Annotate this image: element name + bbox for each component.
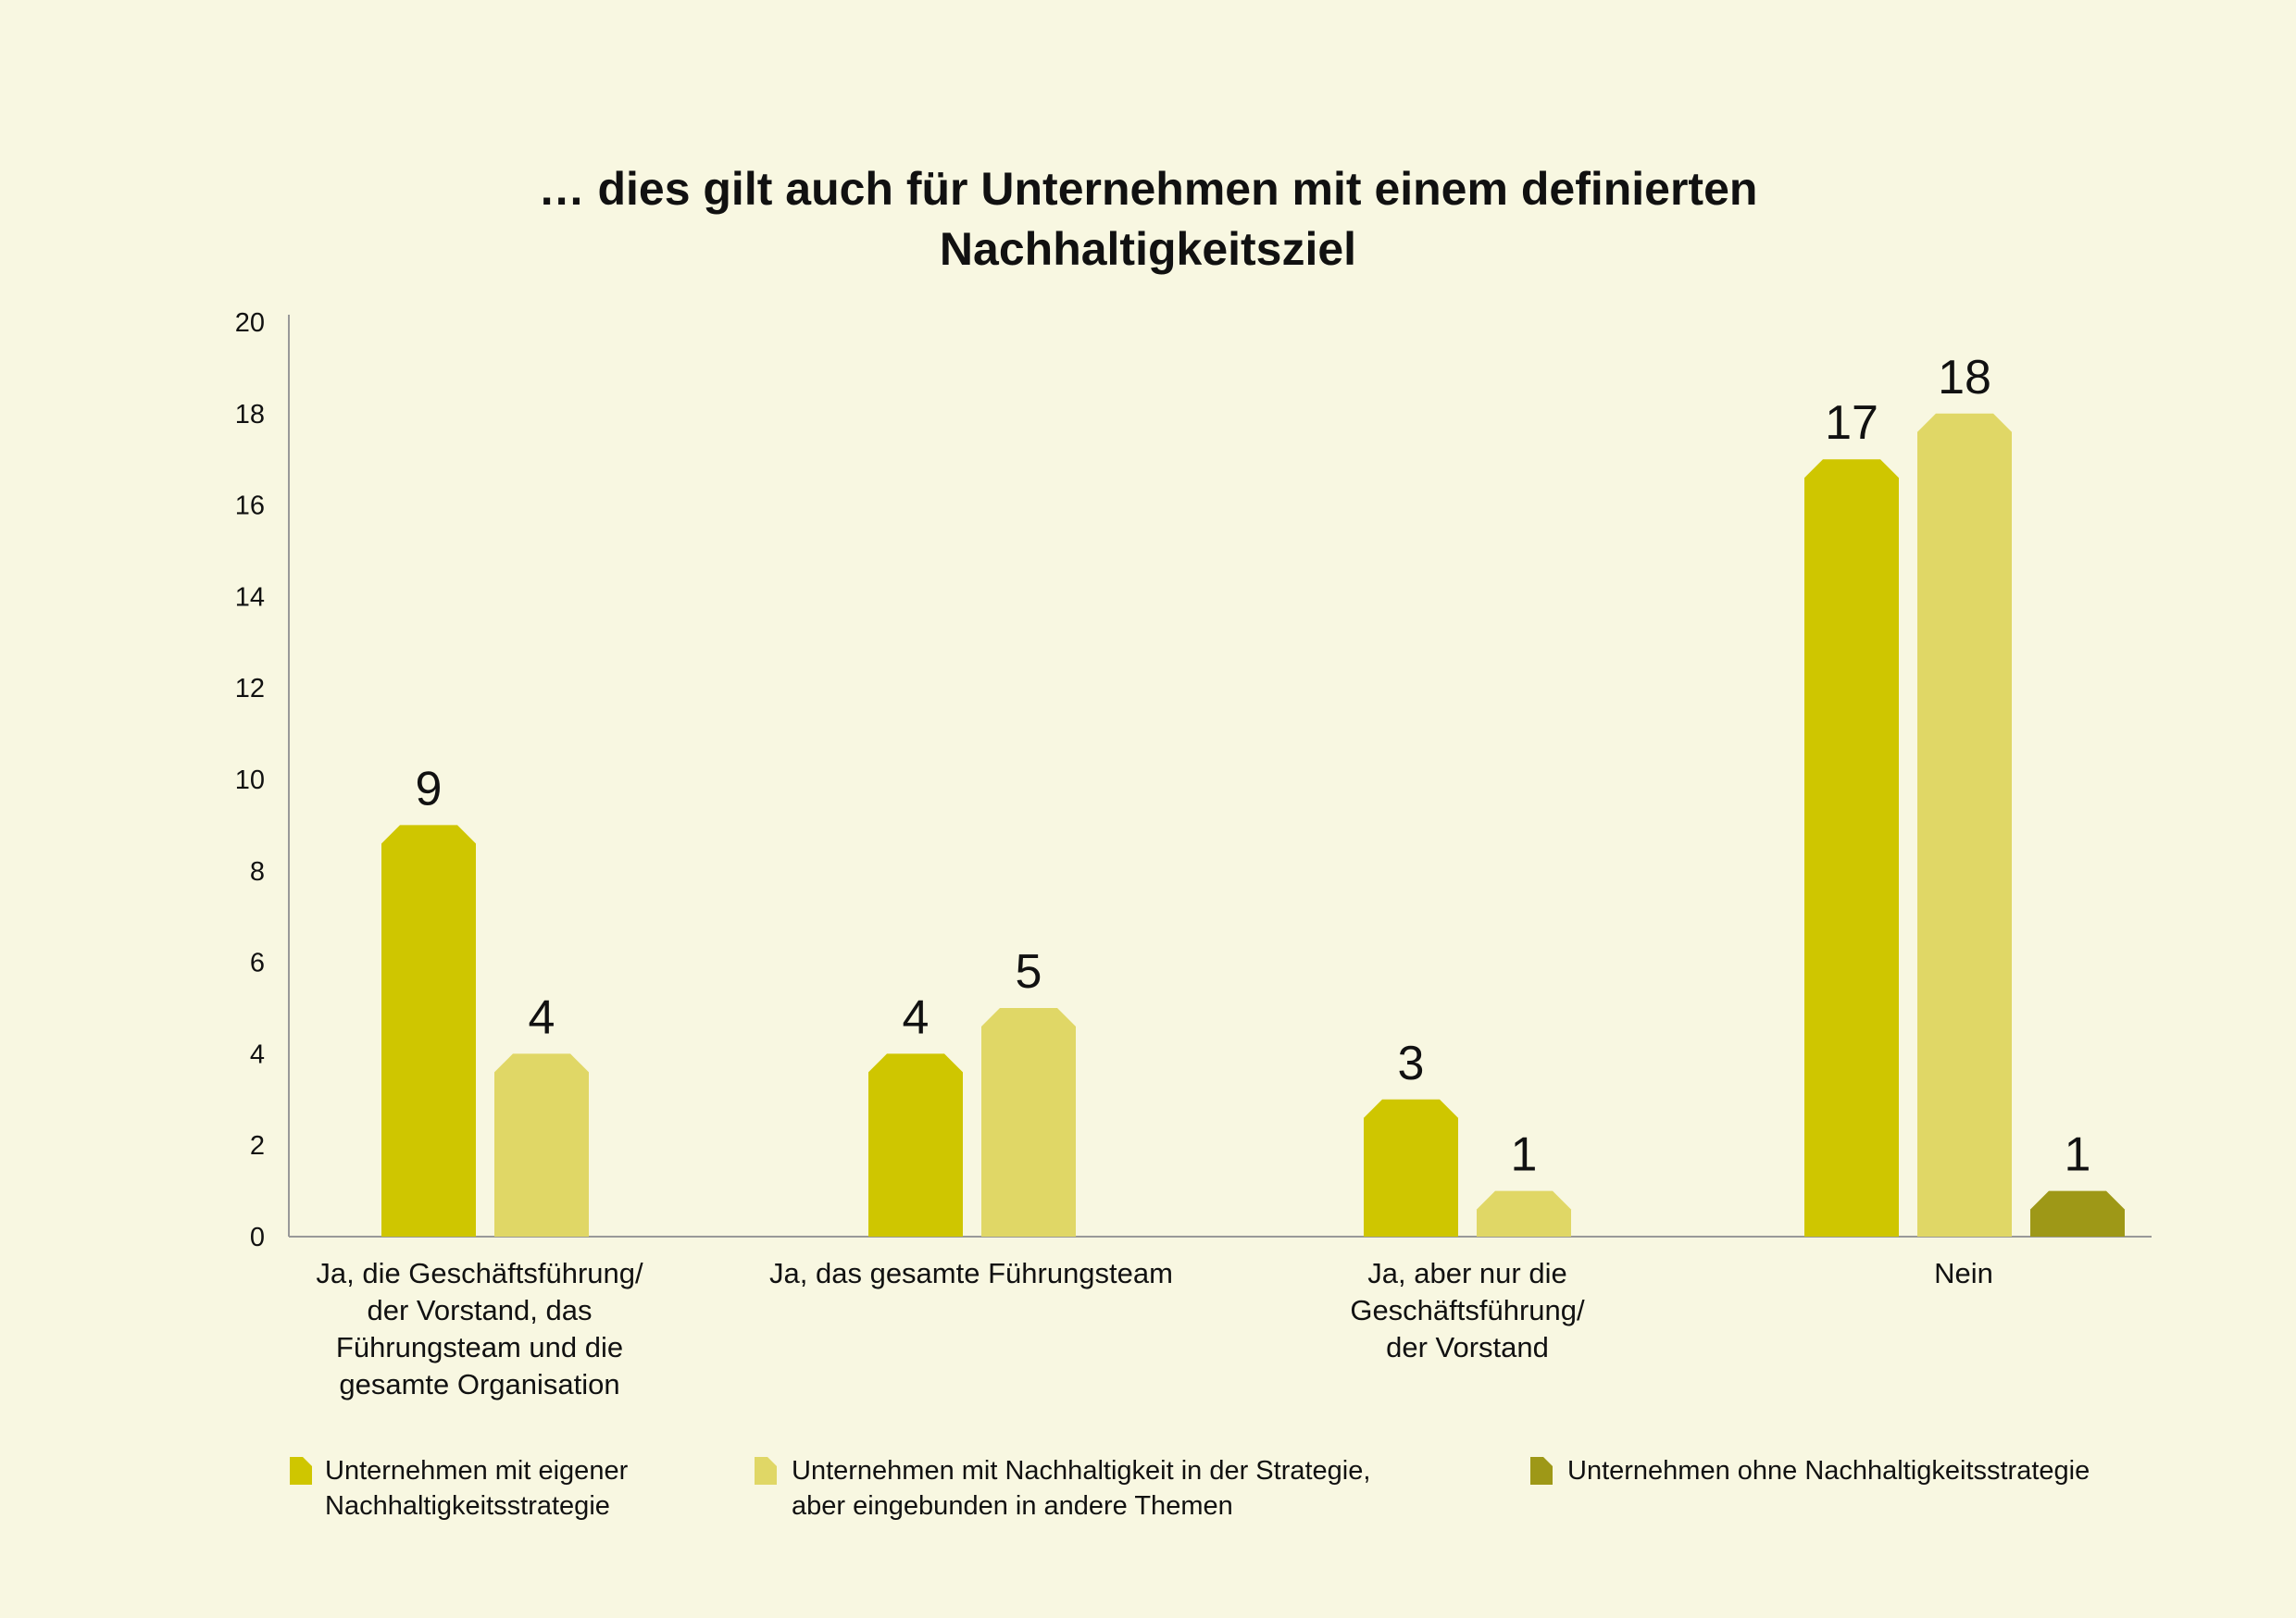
data-label: 1 — [1511, 1128, 1538, 1182]
y-tick-label: 8 — [250, 857, 265, 887]
bar — [981, 1008, 1076, 1237]
legend-swatch — [1530, 1457, 1553, 1485]
bar — [2030, 1190, 2125, 1237]
category-label-line: Nein — [1934, 1257, 1993, 1289]
legend-swatch — [755, 1457, 777, 1485]
legend-label-line: aber eingebunden in andere Themen — [792, 1491, 1233, 1521]
bar — [1364, 1099, 1458, 1237]
legend-swatch — [290, 1457, 312, 1485]
data-label: 9 — [416, 762, 443, 815]
category-label-line: Ja, das gesamte Führungsteam — [769, 1257, 1173, 1289]
legend-label-line: Unternehmen mit Nachhaltigkeit in der St… — [792, 1456, 1370, 1486]
data-label: 4 — [903, 990, 930, 1044]
bar — [1804, 459, 1899, 1237]
category-label-line: Führungsteam und die — [336, 1331, 623, 1363]
y-tick-label: 10 — [235, 765, 265, 795]
bar — [381, 825, 476, 1237]
data-label: 1 — [2065, 1128, 2091, 1182]
data-label: 4 — [529, 990, 555, 1044]
y-tick-label: 0 — [250, 1223, 265, 1252]
category-label-line: gesamte Organisation — [339, 1368, 619, 1400]
legend-label-line: Nachhaltigkeitsstrategie — [325, 1491, 610, 1521]
x-axis-category-labels: Ja, die Geschäftsführung/der Vorstand, d… — [316, 1257, 1993, 1400]
bars — [381, 413, 2125, 1237]
data-labels: 9 4 3 17 4 5 1 18 1 — [416, 351, 2091, 1182]
y-tick-label: 6 — [250, 949, 265, 978]
chart-title: … dies gilt auch für Unternehmen mit ein… — [539, 163, 1758, 275]
category-label-line: der Vorstand — [1386, 1331, 1549, 1363]
category-label-line: Ja, die Geschäftsführung/ — [316, 1257, 643, 1289]
data-label: 18 — [1938, 351, 1991, 404]
category-label-line: Geschäftsführung/ — [1350, 1294, 1585, 1326]
legend-label-line: Unternehmen ohne Nachhaltigkeitsstrategi… — [1567, 1456, 2090, 1486]
legend: Unternehmen mit eigener Nachhaltigkeitsst… — [290, 1456, 2090, 1521]
data-label: 17 — [1825, 396, 1878, 450]
legend-label-line: Unternehmen mit eigener — [325, 1456, 629, 1486]
chart-title-line: Nachhaltigkeitsziel — [940, 223, 1356, 275]
bar — [1917, 413, 2012, 1237]
y-axis-ticks: 0 2 4 6 8 10 12 14 16 18 20 — [235, 308, 265, 1252]
bar — [868, 1053, 963, 1237]
bar — [494, 1053, 589, 1237]
y-tick-label: 18 — [235, 400, 265, 429]
y-tick-label: 20 — [235, 308, 265, 338]
chart-title-line: … dies gilt auch für Unternehmen mit ein… — [539, 163, 1758, 215]
data-label: 5 — [1016, 945, 1042, 999]
category-label-line: der Vorstand, das — [368, 1294, 593, 1326]
y-tick-label: 16 — [235, 492, 265, 521]
y-tick-label: 2 — [250, 1131, 265, 1161]
y-tick-label: 12 — [235, 674, 265, 703]
bar — [1477, 1190, 1571, 1237]
y-tick-label: 4 — [250, 1039, 265, 1069]
y-tick-label: 14 — [235, 582, 265, 612]
category-label-line: Ja, aber nur die — [1367, 1257, 1566, 1289]
data-label: 3 — [1398, 1037, 1425, 1090]
